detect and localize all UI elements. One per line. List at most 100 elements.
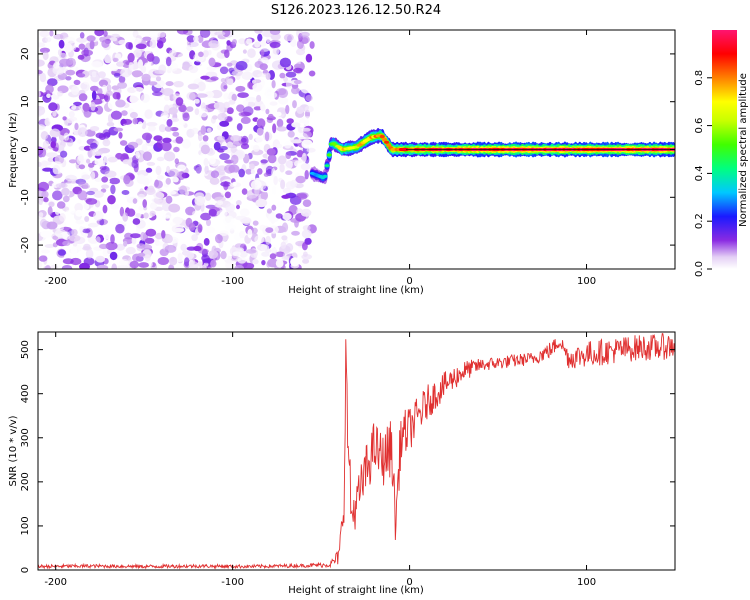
heatmap-noise-cell — [126, 208, 136, 217]
heatmap-noise-cell — [90, 126, 100, 132]
heatmap-noise-cell — [111, 263, 117, 269]
heatmap-noise-cell — [177, 164, 187, 172]
heatmap-noise-cell — [168, 107, 178, 115]
heatmap-noise-cell — [162, 137, 172, 143]
heatmap-x-axis-label: Height of straight line (km) — [288, 285, 424, 296]
heatmap-noise-cell — [214, 31, 226, 36]
heatmap-noise-cell — [53, 61, 61, 69]
heatmap-noise-cell — [102, 248, 109, 257]
heatmap-noise-cell — [235, 200, 242, 206]
heatmap-noise-cell — [197, 224, 203, 233]
heatmap-noise-cell — [285, 151, 292, 160]
heatmap-noise-cell — [39, 30, 50, 38]
heatmap-noise-cell — [296, 150, 304, 158]
heatmap-noise-cell — [210, 259, 217, 268]
heatmap-noise-cell — [305, 53, 313, 63]
heatmap-noise-cell — [98, 79, 108, 88]
heatmap-noise-cell — [82, 184, 90, 189]
heatmap-noise-cell — [40, 249, 51, 254]
heatmap-noise-cell — [232, 30, 242, 38]
heatmap-noise-cell — [182, 112, 190, 122]
heatmap-noise-cell — [232, 181, 237, 187]
heatmap-noise-cell — [149, 202, 158, 210]
heatmap-noise-cell — [104, 54, 112, 64]
heatmap-noise-cell — [42, 140, 50, 150]
snr-x-axis-label: Height of straight line (km) — [288, 585, 424, 596]
heatmap-noise-cell — [141, 132, 153, 141]
heatmap-noise-cell — [47, 206, 53, 216]
heatmap-noise-cell — [62, 240, 71, 246]
heatmap-noise-cell — [169, 221, 176, 227]
heatmap-noise-cell — [293, 63, 302, 70]
heatmap-noise-cell — [247, 228, 253, 239]
heatmap-noise-cell — [52, 147, 59, 152]
heatmap-noise-cell — [74, 122, 79, 131]
heatmap-noise-cell — [107, 195, 116, 205]
heatmap-noise-cell — [200, 75, 210, 80]
heatmap-noise-cell — [224, 164, 236, 174]
heatmap-noise-cell — [283, 251, 291, 260]
heatmap-noise-cell — [245, 249, 257, 254]
heatmap-noise-cell — [166, 119, 173, 127]
heatmap-noise-cell — [122, 118, 133, 125]
heatmap-noise-cell — [128, 61, 134, 72]
heatmap-noise-cell — [102, 138, 111, 147]
heatmap-noise-cell — [109, 177, 121, 185]
heatmap-noise-cell — [49, 30, 54, 37]
heatmap-noise-cell — [301, 229, 312, 239]
heatmap-noise-cell — [113, 127, 124, 132]
snr-y-tick-label: 0 — [20, 567, 31, 573]
heatmap-noise-cell — [52, 110, 57, 117]
heatmap-noise-cell — [271, 186, 277, 195]
heatmap-noise-cell — [65, 174, 77, 182]
heatmap-noise-cell — [112, 57, 119, 63]
heatmap-noise-cell — [254, 235, 265, 244]
heatmap-noise-cell — [45, 152, 58, 158]
heatmap-noise-cell — [112, 92, 121, 100]
heatmap-noise-cell — [204, 165, 209, 175]
heatmap-noise-cell — [285, 79, 293, 89]
heatmap-noise-cell — [53, 33, 64, 40]
heatmap-noise-cell — [146, 161, 156, 166]
heatmap-noise-cell — [293, 67, 303, 74]
heatmap-noise-cell — [118, 75, 126, 84]
snr-x-tick-label: 100 — [577, 577, 596, 588]
heatmap-noise-cell — [202, 135, 209, 142]
heatmap-noise-cell — [200, 212, 212, 221]
heatmap-noise-cell — [197, 35, 204, 43]
heatmap-noise-cell — [209, 30, 218, 37]
heatmap-noise-cell — [103, 95, 109, 101]
heatmap-noise-cell — [65, 209, 76, 214]
heatmap-noise-cell — [235, 247, 245, 253]
heatmap-noise-cell — [61, 265, 73, 269]
heatmap-noise-cell — [296, 106, 304, 115]
heatmap-noise-cell — [302, 130, 312, 138]
heatmap-noise-cell — [79, 262, 90, 269]
heatmap-noise-cell — [79, 32, 85, 39]
heatmap-x-tick-label: -200 — [44, 276, 67, 287]
heatmap-noise-cell — [93, 190, 104, 198]
heatmap-noise-cell — [166, 234, 173, 244]
heatmap-noise-cell — [285, 181, 296, 190]
heatmap-noise-cell — [77, 73, 86, 78]
heatmap-carrier-cell — [384, 140, 390, 144]
heatmap-noise-cell — [256, 94, 262, 103]
heatmap-noise-cell — [284, 159, 293, 170]
heatmap-y-tick-label: -10 — [20, 189, 31, 205]
heatmap-noise-cell — [241, 217, 252, 226]
heatmap-noise-cell — [261, 260, 266, 266]
heatmap-noise-cell — [90, 85, 99, 92]
heatmap-noise-cell — [254, 30, 263, 34]
heatmap-noise-cell — [173, 146, 180, 153]
heatmap-noise-cell — [246, 101, 256, 108]
snr-panel: -200 -100 0 100 0 100 200 300 400 500 Height of s… — [8, 331, 676, 596]
heatmap-noise-cell — [129, 260, 140, 269]
heatmap-noise-cell — [65, 69, 76, 76]
heatmap-noise-cell — [260, 103, 266, 112]
heatmap-noise-cell — [95, 255, 106, 263]
heatmap-noise-cell — [200, 125, 206, 135]
snr-y-tick-label: 200 — [20, 472, 31, 491]
heatmap-noise-cell — [137, 121, 143, 128]
heatmap-noise-cell — [285, 71, 297, 78]
